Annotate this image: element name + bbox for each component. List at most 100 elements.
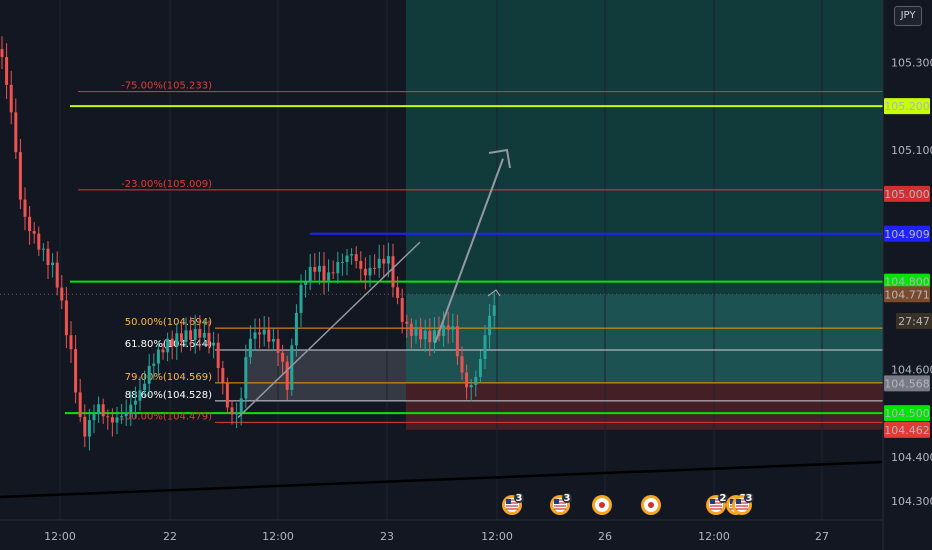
support-trend-line[interactable] (0, 460, 884, 499)
candle-body (331, 272, 335, 274)
candle-body (60, 287, 64, 301)
event-badges[interactable]: 33223 (502, 493, 754, 515)
event-count-bubble (562, 493, 572, 503)
candle-body (248, 338, 252, 358)
candle-body (78, 392, 82, 417)
event-badge[interactable]: 3 (550, 493, 572, 515)
candle-body (460, 356, 464, 373)
candle-body (202, 332, 206, 338)
candle-body (281, 352, 285, 362)
candle-body (414, 327, 418, 336)
candle-body (304, 282, 308, 285)
jp-flag-sun (648, 502, 654, 508)
candle-body (405, 321, 409, 324)
candle-body (488, 315, 492, 336)
candle-body (14, 112, 18, 153)
event-badge[interactable] (592, 495, 612, 515)
horizontal-lines[interactable] (65, 105, 883, 415)
candle-body (359, 261, 363, 269)
event-badge[interactable]: 3 (732, 493, 754, 515)
candle-body (432, 330, 436, 343)
candle-body (382, 258, 386, 264)
price-tag (884, 225, 930, 242)
price-tag-label: 104.771 (884, 288, 930, 301)
event-count-bubble (718, 493, 728, 503)
x-tick-label: 26 (598, 530, 612, 543)
candle-body (322, 265, 326, 281)
candle-body (377, 258, 381, 269)
candles (0, 36, 496, 451)
drawings[interactable] (0, 148, 884, 499)
candle-body (350, 254, 354, 256)
candle-body (483, 335, 487, 360)
candle-body (18, 152, 22, 200)
candle-body (189, 330, 193, 340)
candle-body (69, 335, 73, 350)
candle-body (400, 297, 404, 322)
x-tick-label: 23 (380, 530, 394, 543)
candle-body (221, 367, 225, 384)
price-tag-label: 104.800 (884, 276, 930, 289)
candle-body (5, 56, 9, 85)
price-tag-label: 104.500 (884, 407, 930, 420)
candle-body (207, 332, 211, 346)
candle-body (271, 338, 275, 342)
candle-body (156, 349, 160, 364)
x-tick-label: 12:00 (481, 530, 513, 543)
x-tick-label: 12:00 (44, 530, 76, 543)
fib-level-label: 88.60%(104.528) (125, 390, 212, 401)
fib-shaded-zone (245, 350, 406, 401)
candle-body (340, 262, 344, 264)
candle-body (354, 254, 358, 262)
candle-body (478, 359, 482, 378)
candle-body (225, 383, 229, 408)
event-count-bubble (744, 493, 754, 503)
us-flag-canton (730, 499, 735, 504)
event-count-bubble (514, 493, 524, 503)
candle-body (327, 272, 331, 281)
grid (0, 0, 883, 520)
candle-body (368, 267, 372, 276)
candle-body (290, 345, 294, 390)
price-tag (896, 313, 932, 330)
currency-button[interactable]: JPY (894, 6, 922, 26)
candle-body (179, 333, 183, 342)
x-tick-label: 27 (815, 530, 829, 543)
x-tick-label: 22 (163, 530, 177, 543)
candle-body (9, 84, 13, 113)
candle-body (428, 330, 432, 343)
price-tag-label: 104.462 (884, 424, 930, 437)
candle-body (396, 287, 400, 298)
arrow-head[interactable] (488, 148, 511, 169)
event-badge[interactable] (641, 495, 661, 515)
price-tag (884, 273, 930, 290)
price-tag (884, 375, 930, 392)
candle-body (184, 330, 188, 342)
candle-body (110, 417, 114, 423)
candle-body (147, 365, 151, 384)
candle-body (419, 327, 423, 340)
trend-line[interactable] (237, 241, 421, 419)
candle-body (166, 338, 170, 353)
candle-body (336, 262, 340, 274)
candle-body (465, 372, 469, 388)
event-badge[interactable]: 2 (706, 493, 728, 515)
candle-body (133, 400, 137, 405)
price-tag-label: 105.200 (884, 100, 930, 113)
y-tick-label: 105.100 (891, 144, 932, 157)
candle-body (294, 312, 298, 346)
target-zone-near (406, 294, 883, 384)
candle-body (115, 417, 119, 423)
candle-body (313, 267, 317, 272)
event-count: 3 (746, 493, 753, 504)
candle-body (262, 329, 266, 335)
candle-body (143, 383, 147, 391)
candle-body (253, 332, 257, 339)
event-badge[interactable]: 3 (502, 493, 524, 515)
candle-body (175, 333, 179, 347)
candle-body (258, 332, 262, 335)
candle-body (198, 328, 202, 338)
candle-body (129, 404, 133, 413)
arrow-line[interactable] (434, 158, 504, 344)
